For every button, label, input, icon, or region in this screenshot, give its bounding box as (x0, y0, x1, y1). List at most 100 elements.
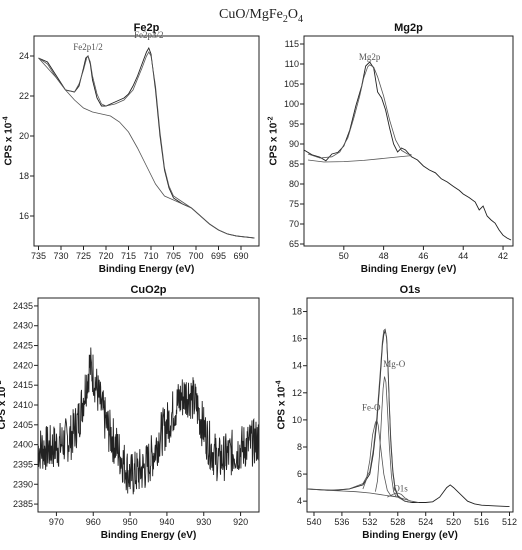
o1s-y-tick-label: 8 (297, 442, 302, 452)
o1s-y-tick-label: 12 (292, 388, 302, 398)
mg2p-y-tick-label: 110 (285, 59, 299, 69)
o1s-component-line (375, 376, 397, 498)
mg2p-y-tick-label: 95 (289, 119, 299, 129)
o1s-y-axis-label: CPS x 10-4 (276, 380, 288, 429)
o1s-y-tick-label: 6 (297, 469, 302, 479)
o1s-y-tick-label: 16 (292, 334, 302, 344)
fe2p-x-tick-label: 725 (76, 251, 91, 261)
mg2p-y-tick-label: 65 (289, 239, 299, 249)
mg2p-baseline-line (307, 155, 412, 163)
o1s-y-tick-label: 18 (292, 307, 302, 317)
o1s-x-tick-label: 512 (502, 517, 517, 527)
cuo2p-x-axis-label: Binding Energy (eV) (101, 530, 197, 541)
cuo2p-y-tick-label: 2410 (13, 400, 33, 410)
o1s-baseline-line (306, 488, 419, 503)
mg2p-y-tick-label: 70 (289, 219, 299, 229)
o1s-x-axis-label: Binding Energy (eV) (362, 530, 458, 541)
cuo2p-x-tick-label: 970 (49, 517, 64, 527)
o1s-x-tick-label: 524 (418, 517, 433, 527)
o1s-y-tick-label: 4 (297, 496, 302, 506)
mg2p-y-tick-label: 80 (289, 179, 299, 189)
mg2p-x-axis-label: Binding Energy (eV) (361, 264, 457, 275)
cuo2p-y-axis-label: CPS x 10-2 (0, 380, 8, 429)
mg2p-peak-label: Mg2p (359, 52, 381, 62)
fe2p-fit-line (38, 51, 255, 239)
o1s-component-line (387, 492, 409, 501)
mg2p-panel-title: Mg2p (394, 22, 423, 34)
mg2p-y-axis-label: CPS x 10-2 (267, 116, 279, 165)
fe2p-y-tick-label: 22 (19, 91, 29, 101)
mg2p-y-axis-label-main: CPS x 10 (268, 122, 279, 165)
figure-title-sub1: 2 (283, 14, 288, 25)
o1s-x-tick-label: 540 (306, 517, 321, 527)
cuo2p-x-tick-label: 960 (86, 517, 101, 527)
mg2p-fit-line (307, 64, 412, 159)
cuo2p-y-axis-label-exp: -2 (0, 380, 3, 386)
mg2p-y-tick-label: 85 (289, 159, 299, 169)
fe2p-peak-label: Fe2p3/2 (134, 30, 164, 40)
cuo2p-panel: CuO2p 970 960 950 940 930 920 2385 2390 2395 2400 2… (0, 284, 260, 541)
cuo2p-x-tick-label: 940 (159, 517, 174, 527)
o1s-fit-line (306, 328, 412, 503)
cuo2p-y-tick-label: 2400 (13, 440, 33, 450)
cuo2p-y-tick-label: 2425 (13, 341, 33, 351)
figure-title: CuO/MgFe2O4 (219, 7, 303, 25)
o1s-peak-label: Mg-O (383, 359, 405, 369)
fe2p-x-tick-label: 710 (143, 251, 158, 261)
o1s-component-line (362, 418, 398, 498)
fe2p-raw-line (38, 46, 255, 239)
fe2p-y-axis-label-exp: -4 (3, 116, 10, 122)
o1s-x-tick-label: 516 (474, 517, 489, 527)
o1s-x-tick-label: 532 (362, 517, 377, 527)
o1s-raw-line (306, 328, 510, 508)
figure-title-sub2: 4 (298, 14, 303, 25)
mg2p-y-tick-label: 100 (284, 99, 299, 109)
o1s-plot-frame (306, 297, 514, 513)
cuo2p-x-tick-label: 930 (196, 517, 211, 527)
fe2p-x-axis-label: Binding Energy (eV) (99, 264, 195, 275)
mg2p-raw-line (303, 61, 512, 241)
o1s-panel: O1s 540 536 532 528 524 520 516 512 4 6 8 10 12 14 16 18… (276, 284, 517, 541)
o1s-y-axis-label-main: CPS x 10 (277, 386, 288, 429)
fe2p-x-tick-label: 690 (233, 251, 248, 261)
fe2p-y-tick-label: 24 (19, 51, 29, 61)
o1s-y-tick-label: 10 (292, 415, 302, 425)
fe2p-y-axis-label-main: CPS x 10 (4, 122, 15, 165)
cuo2p-y-axis-label-main: CPS x 10 (0, 386, 8, 429)
o1s-peak-label: Fe-O (362, 402, 381, 412)
fe2p-plot-frame (33, 35, 260, 247)
fe2p-x-tick-label: 735 (31, 251, 46, 261)
cuo2p-y-tick-label: 2390 (13, 479, 33, 489)
o1s-y-tick-label: 14 (292, 361, 302, 371)
mg2p-y-axis-label-exp: -2 (267, 116, 274, 122)
cuo2p-y-tick-label: 2385 (13, 499, 33, 509)
mg2p-panel: Mg2p 50 48 46 44 42 65 70 75 80 85 90 95 100 105 110 115… (267, 22, 514, 275)
fe2p-panel-title: Fe2p (134, 22, 160, 34)
mg2p-plot-frame (303, 35, 514, 247)
cuo2p-y-tick-label: 2395 (13, 459, 33, 469)
mg2p-x-tick-label: 50 (339, 251, 349, 261)
cuo2p-raw-line (37, 347, 260, 495)
cuo2p-x-tick-label: 950 (123, 517, 138, 527)
fe2p-y-tick-label: 20 (19, 131, 29, 141)
cuo2p-y-tick-label: 2435 (13, 301, 33, 311)
mg2p-y-tick-label: 105 (284, 79, 299, 89)
cuo2p-y-tick-label: 2430 (13, 321, 33, 331)
figure-title-mid: O (288, 7, 298, 22)
o1s-peak-label: O1s (393, 484, 408, 494)
fe2p-panel: Fe2p 735 730 725 720 715 710 705 700 695 690 16 18 20… (3, 22, 260, 275)
fe2p-x-tick-label: 695 (211, 251, 226, 261)
fe2p-x-tick-label: 720 (98, 251, 113, 261)
cuo2p-y-tick-label: 2405 (13, 420, 33, 430)
fe2p-y-axis-label: CPS x 10-4 (3, 116, 15, 165)
fe2p-y-tick-label: 18 (19, 171, 29, 181)
mg2p-x-tick-label: 44 (458, 251, 468, 261)
cuo2p-x-tick-label: 920 (233, 517, 248, 527)
o1s-y-axis-label-exp: -4 (276, 380, 283, 386)
o1s-x-tick-label: 520 (446, 517, 461, 527)
fe2p-peak-label: Fe2p1/2 (73, 42, 103, 52)
fe2p-x-tick-label: 700 (188, 251, 203, 261)
o1s-panel-title: O1s (400, 284, 421, 296)
figure-title-main: CuO/MgFe (219, 7, 283, 22)
